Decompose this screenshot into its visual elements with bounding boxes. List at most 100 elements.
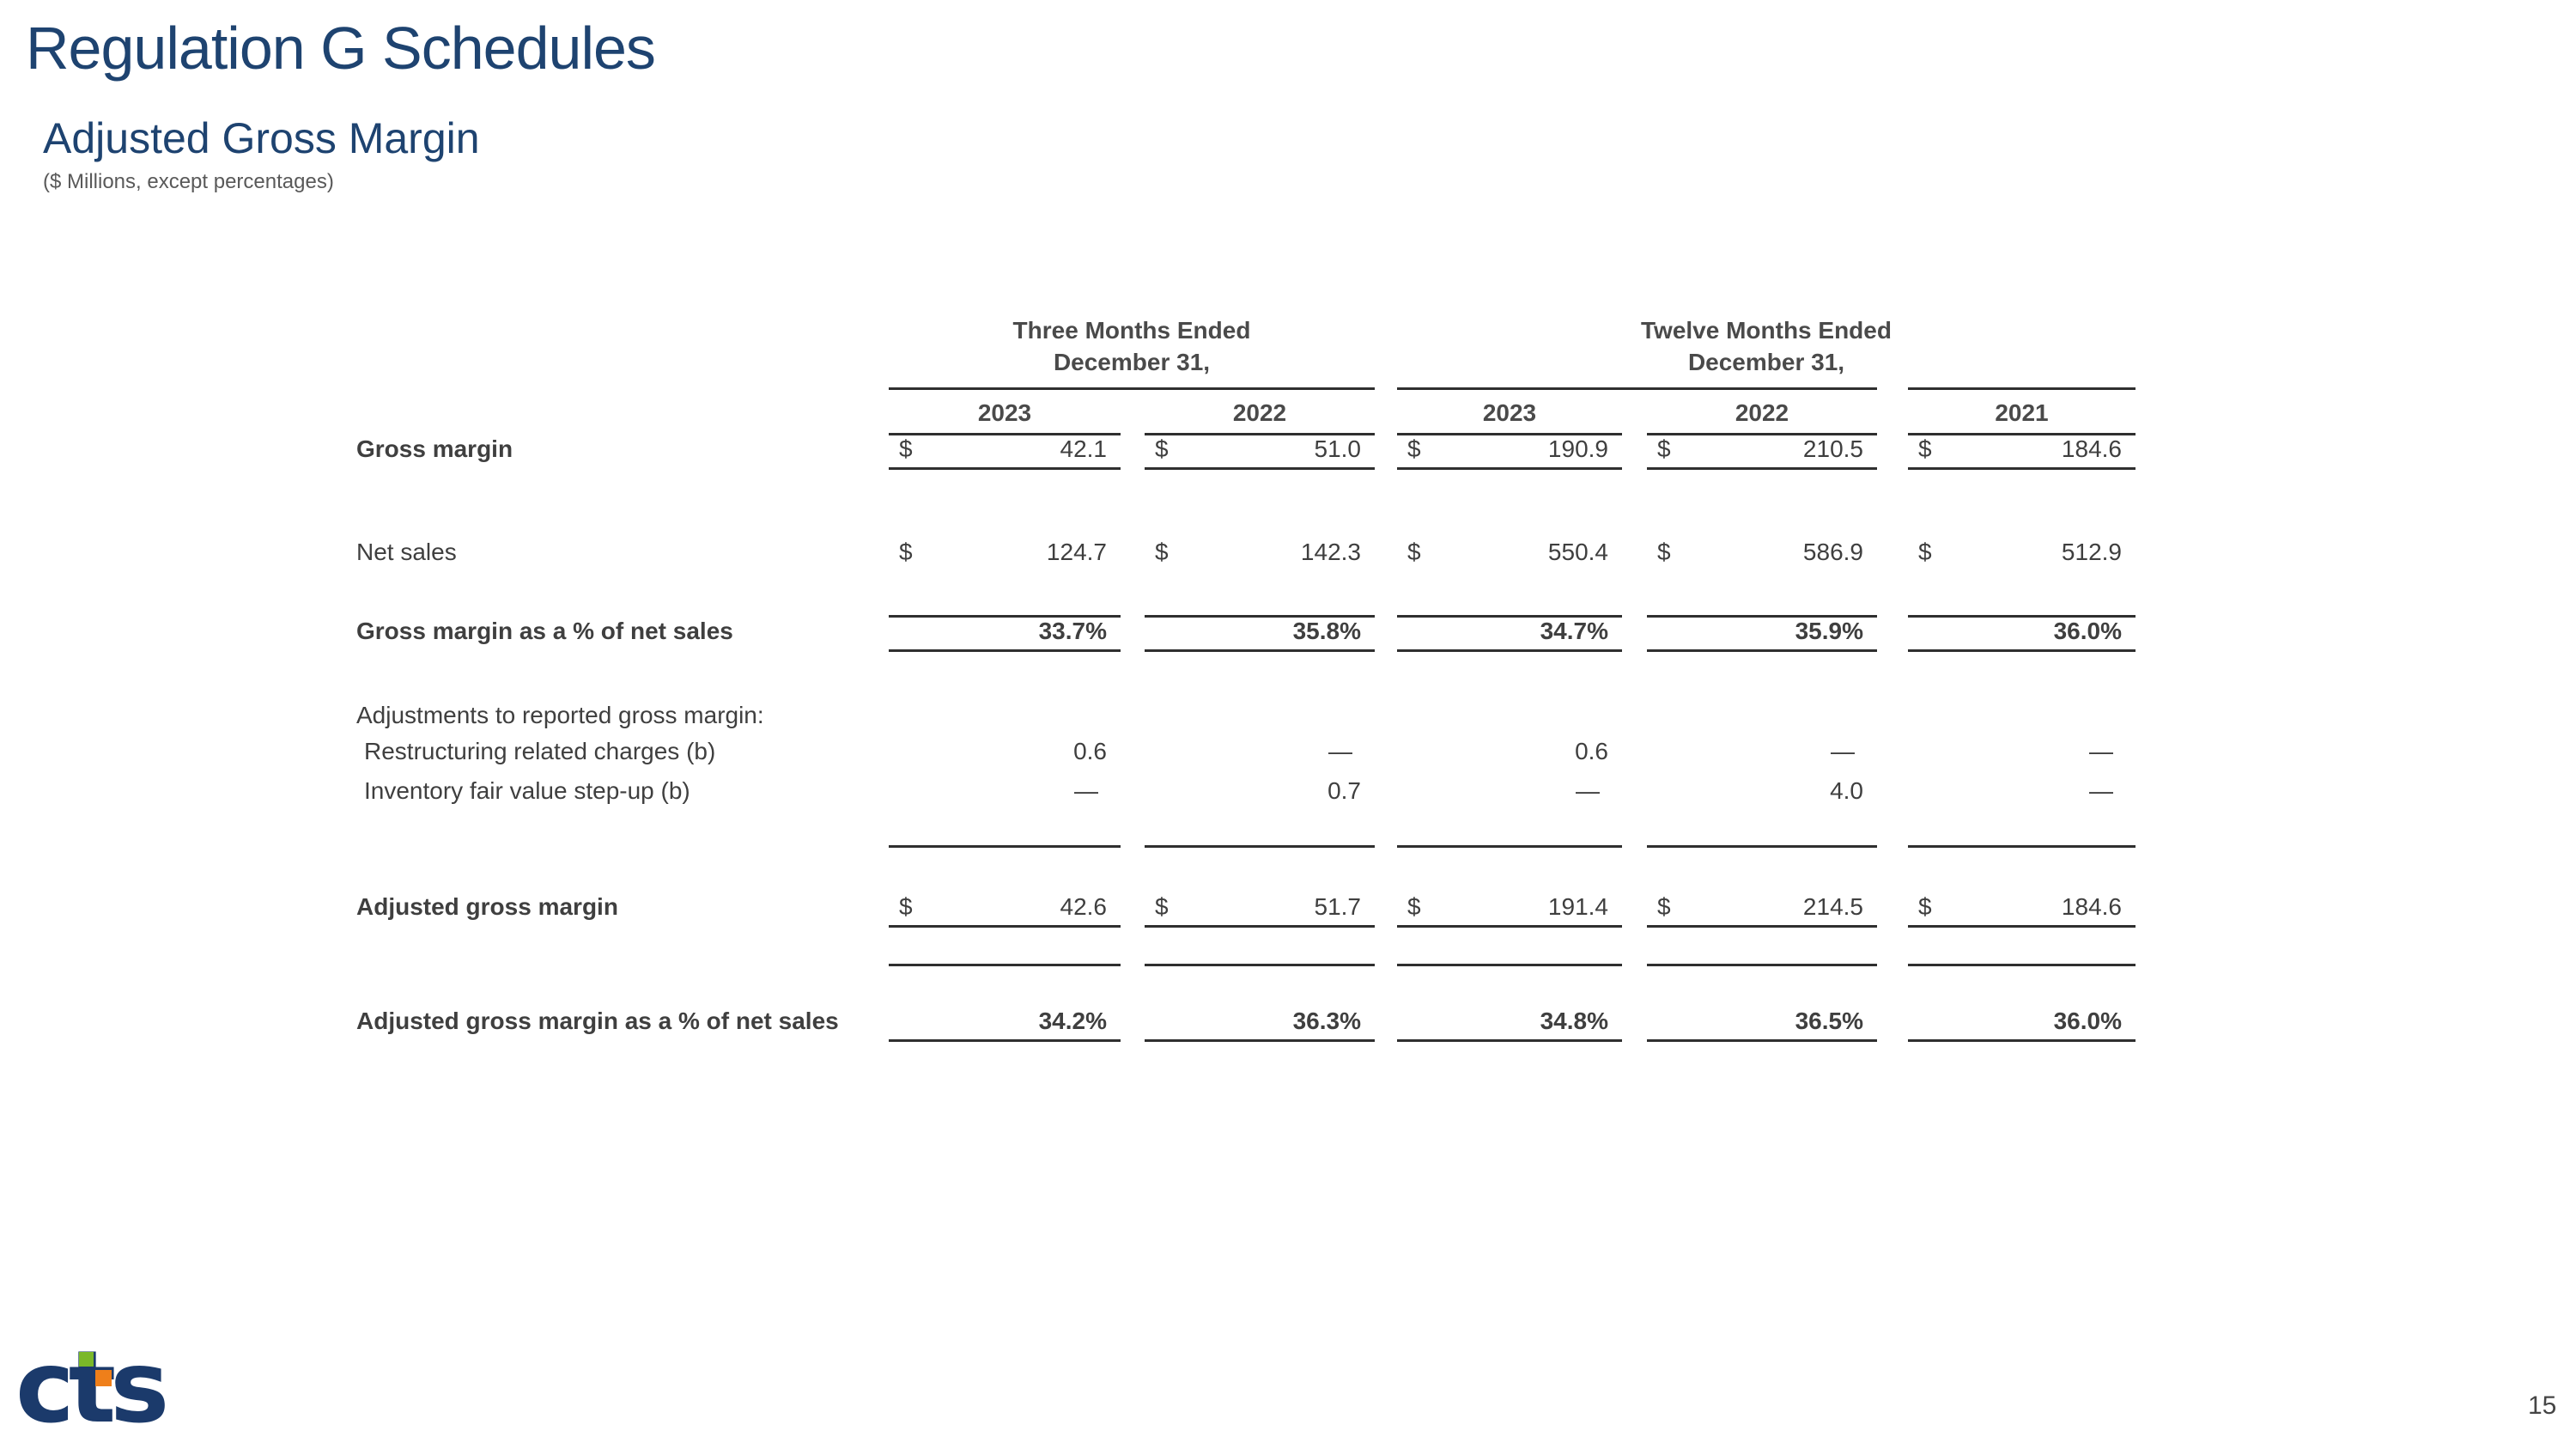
- value-cell: 36.5%: [1647, 1008, 1877, 1042]
- value: 214.5: [1802, 893, 1863, 920]
- group-label-line1: Three Months Ended: [1012, 317, 1251, 344]
- value: 210.5: [1802, 435, 1863, 462]
- value: 42.1: [1060, 435, 1108, 462]
- value: 184.6: [2061, 435, 2122, 462]
- dollar-sign: $: [1155, 435, 1169, 462]
- table-row: Adjusted gross margin as a % of net sale…: [356, 1004, 2136, 1042]
- value: 34.8%: [1540, 1008, 1608, 1034]
- value-cell: $184.6: [1908, 893, 2136, 928]
- year-column-header: 2023: [1397, 399, 1622, 435]
- table-row: Net sales $124.7 $142.3 $550.4 $586.9 $512.9: [356, 533, 2136, 573]
- row-label: Restructuring related charges (b): [364, 738, 716, 764]
- value: —: [1074, 777, 1098, 804]
- value-cell: $214.5: [1647, 893, 1877, 928]
- table-body: Gross margin $42.1 $51.0 $190.9 $210.5 $184.6…: [356, 435, 2136, 1042]
- column-rule: [1908, 960, 2136, 966]
- value-cell: —: [1908, 777, 2136, 812]
- page-title: Regulation G Schedules: [26, 15, 656, 82]
- dollar-sign: $: [1657, 893, 1671, 920]
- dollar-sign: $: [1155, 893, 1169, 920]
- column-rule: [1908, 842, 2136, 848]
- group-label-line2: December 31,: [1687, 349, 1845, 375]
- value-cell: 35.9%: [1647, 615, 1877, 652]
- row-label: Adjusted gross margin: [356, 893, 618, 920]
- dollar-sign: $: [1918, 893, 1932, 920]
- year-column-header: 2022: [1647, 399, 1877, 435]
- year-column-header: 2022: [1145, 399, 1375, 435]
- row-label: Inventory fair value step-up (b): [364, 777, 690, 804]
- value-cell: 36.3%: [1145, 1008, 1375, 1042]
- column-rule: [889, 960, 1121, 966]
- column-rule: [1397, 960, 1622, 966]
- group-rule: [1908, 384, 2136, 390]
- value-cell: —: [1647, 738, 1877, 772]
- value: 4.0: [1830, 777, 1863, 804]
- group-label-line1: Twelve Months Ended: [1641, 317, 1892, 344]
- value-cell: —: [1397, 777, 1622, 812]
- logo-green-square: [79, 1352, 94, 1367]
- table-row: Restructuring related charges (b) 0.6 — 0.6…: [356, 734, 2136, 772]
- value: 550.4: [1547, 539, 1608, 565]
- value-cell: $190.9: [1397, 435, 1622, 470]
- col-group-twelve-months: Twelve Months Ended December 31,: [1397, 314, 2136, 384]
- value: 0.6: [1073, 738, 1107, 764]
- value-cell: $42.1: [889, 435, 1121, 470]
- value: —: [2089, 777, 2113, 804]
- value: 36.3%: [1292, 1008, 1361, 1034]
- table-group-header-row: Three Months Ended December 31, Twelve M…: [356, 312, 2136, 384]
- table-spacer-row: [356, 466, 2136, 533]
- value: 190.9: [1547, 435, 1608, 462]
- slide-subtitle: Adjusted Gross Margin: [43, 114, 480, 162]
- value: 586.9: [1802, 539, 1863, 565]
- dollar-sign: $: [1407, 539, 1421, 565]
- column-rule: [1647, 960, 1877, 966]
- group-label-line2: December 31,: [1053, 349, 1211, 375]
- value: 51.7: [1314, 893, 1362, 920]
- value: 33.7%: [1038, 618, 1107, 644]
- value-cell: $42.6: [889, 893, 1121, 928]
- value: 184.6: [2061, 893, 2122, 920]
- row-label: Gross margin: [356, 435, 513, 462]
- value-cell: $124.7: [889, 539, 1121, 573]
- value-cell: —: [1908, 738, 2136, 772]
- row-label: Gross margin as a % of net sales: [356, 618, 733, 644]
- value: 36.0%: [2053, 1008, 2122, 1034]
- year-column-header: 2021: [1908, 399, 2136, 435]
- group-rule: [889, 384, 1375, 390]
- value-cell: 36.0%: [1908, 615, 2136, 652]
- dollar-sign: $: [1155, 539, 1169, 565]
- column-rule: [1145, 842, 1375, 848]
- logo-orange-square: [95, 1370, 112, 1386]
- table-spacer-row: [356, 652, 2136, 702]
- table-row: Gross margin $42.1 $51.0 $190.9 $210.5 $184.6: [356, 435, 2136, 470]
- value-cell: $550.4: [1397, 539, 1622, 573]
- row-label: Net sales: [356, 539, 457, 565]
- table-spacer-row: [356, 966, 2136, 1004]
- value: 0.6: [1575, 738, 1608, 764]
- row-label: Adjustments to reported gross margin:: [356, 702, 764, 728]
- value-cell: $51.0: [1145, 435, 1375, 470]
- adjusted-gross-margin-table: Three Months Ended December 31, Twelve M…: [356, 312, 2136, 1042]
- value-cell: 0.7: [1145, 777, 1375, 812]
- value-cell: 34.2%: [889, 1008, 1121, 1042]
- dollar-sign: $: [899, 539, 913, 565]
- column-rule: [1647, 842, 1877, 848]
- dollar-sign: $: [1918, 539, 1932, 565]
- value: 512.9: [2061, 539, 2122, 565]
- value-cell: 0.6: [889, 738, 1121, 772]
- value-cell: 34.7%: [1397, 615, 1622, 652]
- value: 34.7%: [1540, 618, 1608, 644]
- value: —: [2089, 738, 2113, 764]
- table-year-header-row: 2023 2022 2023 2022 2021: [356, 387, 2136, 435]
- table-spacer-row: [356, 848, 2136, 893]
- table-rule-row: [356, 926, 2136, 966]
- table-group-rule-row: [356, 384, 2136, 390]
- column-rule: [889, 842, 1121, 848]
- dollar-sign: $: [1918, 435, 1932, 462]
- value-cell: 35.8%: [1145, 615, 1375, 652]
- page-number: 15: [2528, 1391, 2557, 1420]
- table-row: Inventory fair value step-up (b) — 0.7 — 4.0…: [356, 772, 2136, 812]
- table-row: Adjustments to reported gross margin:: [356, 702, 2136, 734]
- value: 42.6: [1060, 893, 1108, 920]
- table-row: Adjusted gross margin $42.6 $51.7 $191.4 $21…: [356, 893, 2136, 928]
